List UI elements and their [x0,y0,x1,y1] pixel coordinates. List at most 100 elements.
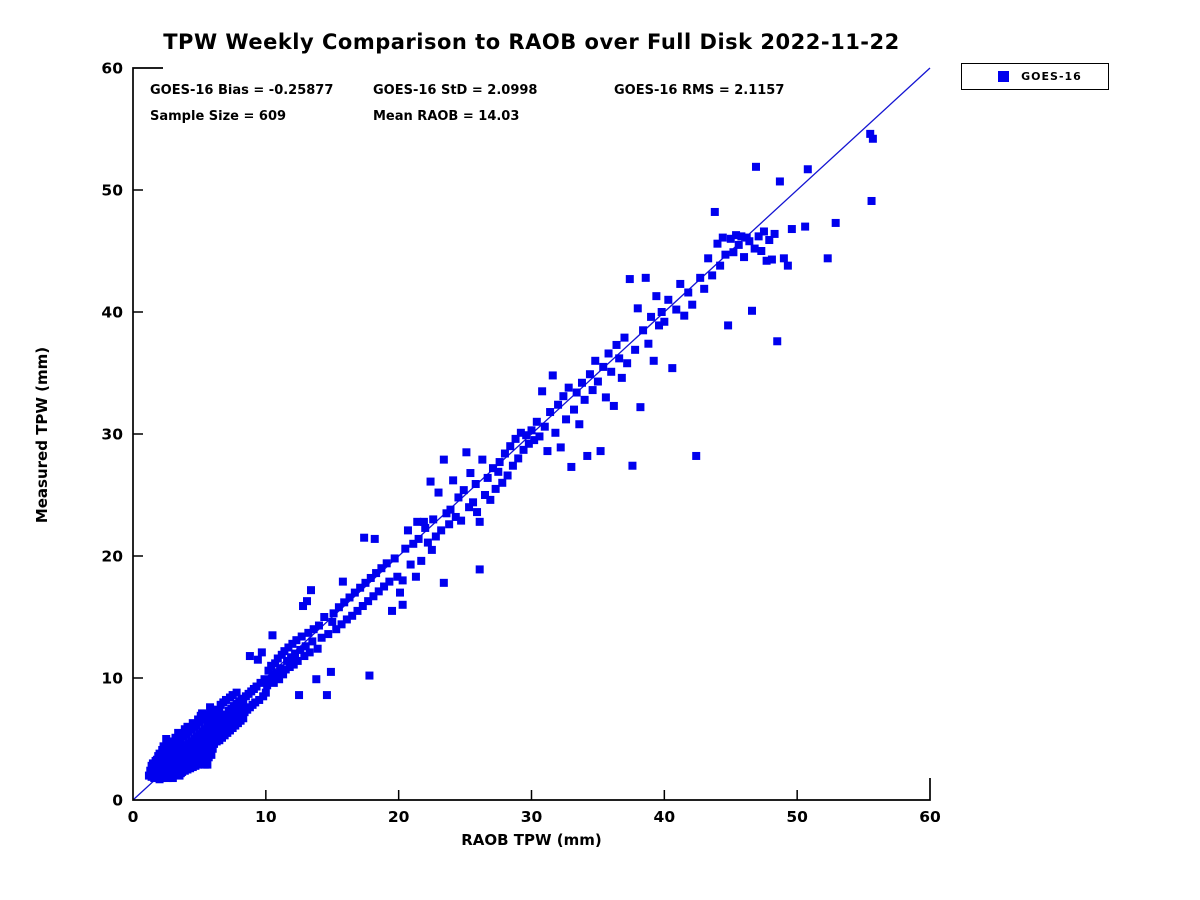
scatter-point [866,129,875,138]
scatter-point [380,582,389,591]
scatter-point [522,431,531,440]
scatter-point [664,295,673,304]
scatter-point [801,222,810,231]
x-tick-label: 40 [654,808,676,826]
scatter-point [446,505,455,514]
x-tick-label: 50 [786,808,808,826]
scatter-point [469,498,478,507]
scatter-point [426,477,435,486]
scatter-point [639,326,648,335]
scatter-point [300,652,309,661]
scatter-point [649,356,658,365]
scatter-point [570,405,579,414]
scatter-point [726,234,735,243]
scatter-point [439,578,448,587]
scatter-point [762,256,771,265]
scatter-point [660,317,669,326]
scatter-point [427,545,436,554]
scatter-point [696,273,705,282]
x-tick-label: 60 [919,808,941,826]
scatter-point [417,556,426,565]
scatter-point [655,321,664,330]
scatter-point [176,769,185,778]
scatter-point [668,364,677,373]
scatter-point [208,744,217,753]
scatter-point [867,196,876,205]
scatter-point [572,388,581,397]
scatter-point [757,247,766,255]
scatter-point [657,308,666,316]
scatter-point [171,733,180,742]
scatter-point [688,300,697,309]
scatter-point [263,681,272,690]
scatter-point [575,420,584,429]
scatter-point [268,631,277,640]
scatter-point [457,516,466,525]
scatter-point [158,760,167,769]
stat-rms: GOES-16 RMS = 2.1157 [614,83,785,98]
scatter-point [532,417,541,426]
scatter-point [716,261,725,270]
scatter-point [775,177,784,186]
scatter-point [215,708,224,717]
scatter-point [684,288,693,297]
scatter-point [340,598,349,607]
scatter-point [194,715,203,724]
axis-spines [132,67,931,801]
scatter-point [360,533,369,542]
scatter-point [398,600,407,609]
scatter-point [500,449,509,458]
scatter-point [704,254,713,263]
y-tick-label: 10 [101,670,123,688]
scatter-point [439,455,448,464]
scatter-point [312,675,321,684]
scatter-point [361,578,370,587]
scatter-point [551,428,560,437]
scatter-point [471,480,480,489]
scatter-point [478,455,487,464]
scatter-point [445,520,454,529]
scatter-point [291,649,300,658]
scatter-point [304,628,313,637]
scatter-point [623,359,632,368]
scatter-point [721,250,730,259]
scatter-point [431,532,440,541]
scatter-point [543,447,552,456]
scatter-point [750,244,759,253]
scatter-point [462,448,471,457]
scatter-point [729,248,738,257]
scatter-point [423,538,432,547]
scatter-point [295,691,304,700]
scatter-point [527,426,536,435]
scatter-point [748,306,757,315]
scatter-point [548,371,557,380]
scatter-point [591,356,600,365]
y-tick-label: 20 [101,548,123,566]
scatter-point [530,436,539,445]
scatter-point [395,588,404,597]
scatter-point [385,577,394,586]
scatter-point [734,240,743,249]
scatter-point [732,231,741,240]
scatter-point [413,517,422,526]
scatter-point [770,229,779,238]
scatter-point [538,387,547,396]
scatter-point [374,587,383,596]
scatter-point [599,362,608,371]
scatter-point [508,461,517,470]
scatter-point [498,478,507,487]
scatter-point [303,597,312,606]
scatter-point [403,526,412,535]
scatter-point [511,434,520,443]
scatter-point [473,508,482,517]
scatter-point [239,699,248,708]
y-tick-label: 50 [101,182,123,200]
scatter-point [353,606,362,615]
scatter-point [554,400,563,409]
scatter-point [271,659,280,668]
scatter-point [495,458,504,467]
scatter-point [186,724,195,733]
scatter-point [305,648,314,657]
